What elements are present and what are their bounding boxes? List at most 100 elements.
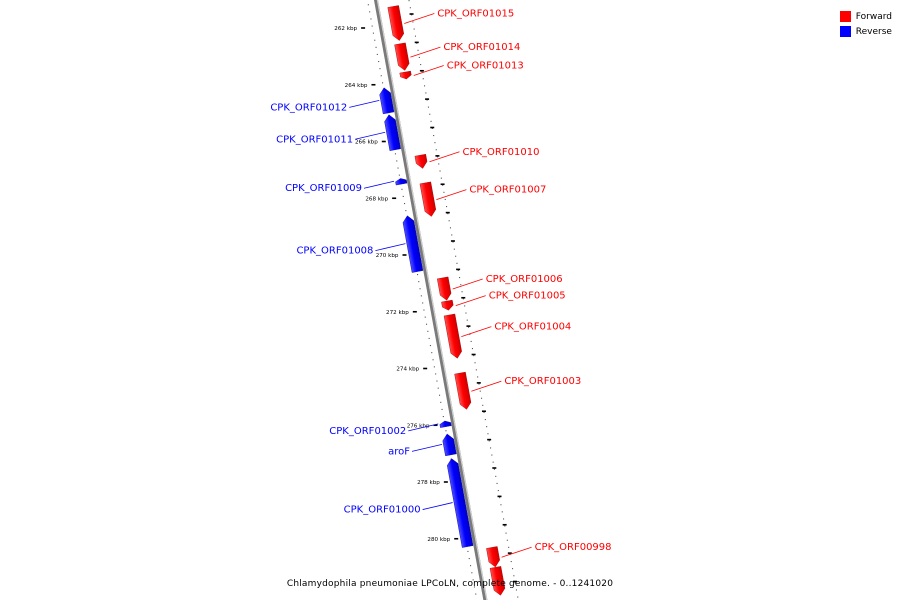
minor-tick-left (378, 61, 380, 63)
minor-tick-right (474, 362, 476, 364)
minor-tick-left (369, 11, 371, 13)
legend-forward-label: Forward (855, 11, 892, 22)
forward-gene-arrow[interactable] (394, 42, 411, 72)
gene-arrow-group (446, 458, 474, 548)
minor-tick-left (367, 4, 369, 6)
minor-tick-right (505, 532, 507, 534)
reverse-gene-arrow[interactable] (383, 114, 401, 151)
minor-tick-right (430, 120, 432, 122)
minor-tick-left (423, 309, 425, 311)
minor-tick-right (462, 298, 464, 300)
reverse-gene-arrow[interactable] (442, 433, 457, 457)
gene-label[interactable]: CPK_ORF01004 (494, 322, 571, 333)
minor-tick-left (429, 345, 431, 347)
minor-tick-right (499, 497, 501, 499)
forward-gene-arrow[interactable] (414, 153, 428, 169)
gene-label[interactable]: CPK_ORF01005 (489, 291, 566, 302)
forward-gene-arrow[interactable] (443, 313, 463, 359)
axis-tick-label: 266 kbp (355, 140, 378, 146)
gene-label[interactable]: CPK_ORF01013 (447, 61, 524, 72)
minor-tick-left (382, 82, 384, 84)
axis-tick-label: 272 kbp (386, 310, 409, 316)
minor-tick-right (426, 99, 428, 101)
gene-label[interactable]: CPK_ORF01000 (344, 505, 421, 516)
minor-tick-right (443, 191, 445, 193)
gene-label-leader (429, 151, 460, 163)
gene-arrow-group (489, 566, 506, 596)
gene-label[interactable]: aroF (388, 446, 410, 457)
minor-tick-right (483, 411, 485, 413)
gene-label-leader (452, 278, 483, 290)
minor-tick-right (459, 277, 461, 279)
forward-gene-arrow[interactable] (387, 5, 405, 41)
reverse-gene-arrow[interactable] (402, 215, 424, 273)
minor-tick-right (451, 234, 453, 236)
minor-tick-right (501, 511, 503, 513)
gene-label[interactable]: CPK_ORF01007 (469, 185, 546, 196)
minor-tick-left (439, 394, 441, 396)
minor-tick-right (446, 206, 448, 208)
forward-gene-arrow[interactable] (489, 566, 506, 596)
axis-tick-label: 274 kbp (396, 367, 419, 373)
gene-label-leader (375, 243, 406, 252)
minor-tick-right (424, 85, 426, 87)
minor-tick-right (422, 78, 424, 80)
reverse-swatch (839, 26, 851, 37)
gene-label-leader (410, 46, 441, 58)
forward-gene-arrow[interactable] (437, 276, 452, 301)
gene-label[interactable]: CPK_ORF01008 (296, 246, 373, 257)
gene-label[interactable]: CPK_ORF01006 (486, 274, 563, 285)
gene-arrow-group (443, 313, 463, 359)
gene-label[interactable]: CPK_ORF01014 (443, 42, 520, 53)
reverse-gene-arrow[interactable] (446, 458, 474, 548)
gene-label[interactable]: CPK_ORF01009 (285, 183, 362, 194)
minor-tick-left (432, 359, 434, 361)
minor-tick-right (514, 582, 516, 584)
minor-tick-right (497, 490, 499, 492)
gene-arrow-group (414, 153, 428, 169)
gene-arrow-group (387, 5, 405, 41)
forward-gene-arrow[interactable] (454, 371, 472, 410)
axis-tick-label: 270 kbp (376, 253, 399, 259)
gene-label[interactable]: CPK_ORF00998 (535, 542, 612, 553)
reverse-gene-arrow[interactable] (379, 87, 395, 115)
minor-tick-right (471, 348, 473, 350)
gene-arrow-group (441, 299, 454, 311)
gene-arrow-group (439, 420, 452, 428)
axis-tick-label: 280 kbp (427, 537, 450, 543)
minor-tick-right (411, 14, 413, 16)
minor-tick-right (470, 340, 472, 342)
minor-tick-left (441, 408, 443, 410)
minor-tick-right (496, 482, 498, 484)
reverse-gene-arrow[interactable] (439, 420, 452, 428)
forward-gene-arrow[interactable] (486, 546, 500, 568)
minor-tick-left (424, 316, 426, 318)
minor-tick-right (433, 135, 435, 137)
gene-label[interactable]: CPK_ORF01003 (504, 376, 581, 387)
gene-label[interactable]: CPK_ORF01011 (276, 134, 353, 145)
minor-tick-left (442, 416, 444, 418)
gene-arrow-group (454, 371, 472, 410)
gene-label[interactable]: CPK_ORF01015 (437, 8, 514, 19)
minor-tick-left (419, 288, 421, 290)
gene-label[interactable]: CPK_ORF01010 (462, 147, 539, 158)
gene-label-leader (349, 99, 380, 108)
minor-tick-right (466, 319, 468, 321)
minor-tick-right (482, 404, 484, 406)
axis-tick-label: 268 kbp (365, 196, 388, 202)
minor-tick-left (427, 330, 429, 332)
forward-gene-arrow[interactable] (399, 70, 412, 80)
minor-tick-right (456, 262, 458, 264)
gene-label[interactable]: CPK_ORF01002 (329, 426, 406, 437)
forward-gene-arrow[interactable] (419, 181, 437, 218)
gene-label-leader (501, 546, 532, 558)
reverse-gene-arrow[interactable] (395, 177, 408, 186)
minor-tick-right (434, 142, 436, 144)
minor-tick-right (442, 184, 444, 186)
minor-tick-left (433, 366, 435, 368)
forward-gene-arrow[interactable] (441, 299, 454, 311)
minor-tick-right (439, 170, 441, 172)
gene-label[interactable]: CPK_ORF01012 (270, 102, 347, 113)
legend-reverse-label: Reverse (855, 26, 892, 37)
